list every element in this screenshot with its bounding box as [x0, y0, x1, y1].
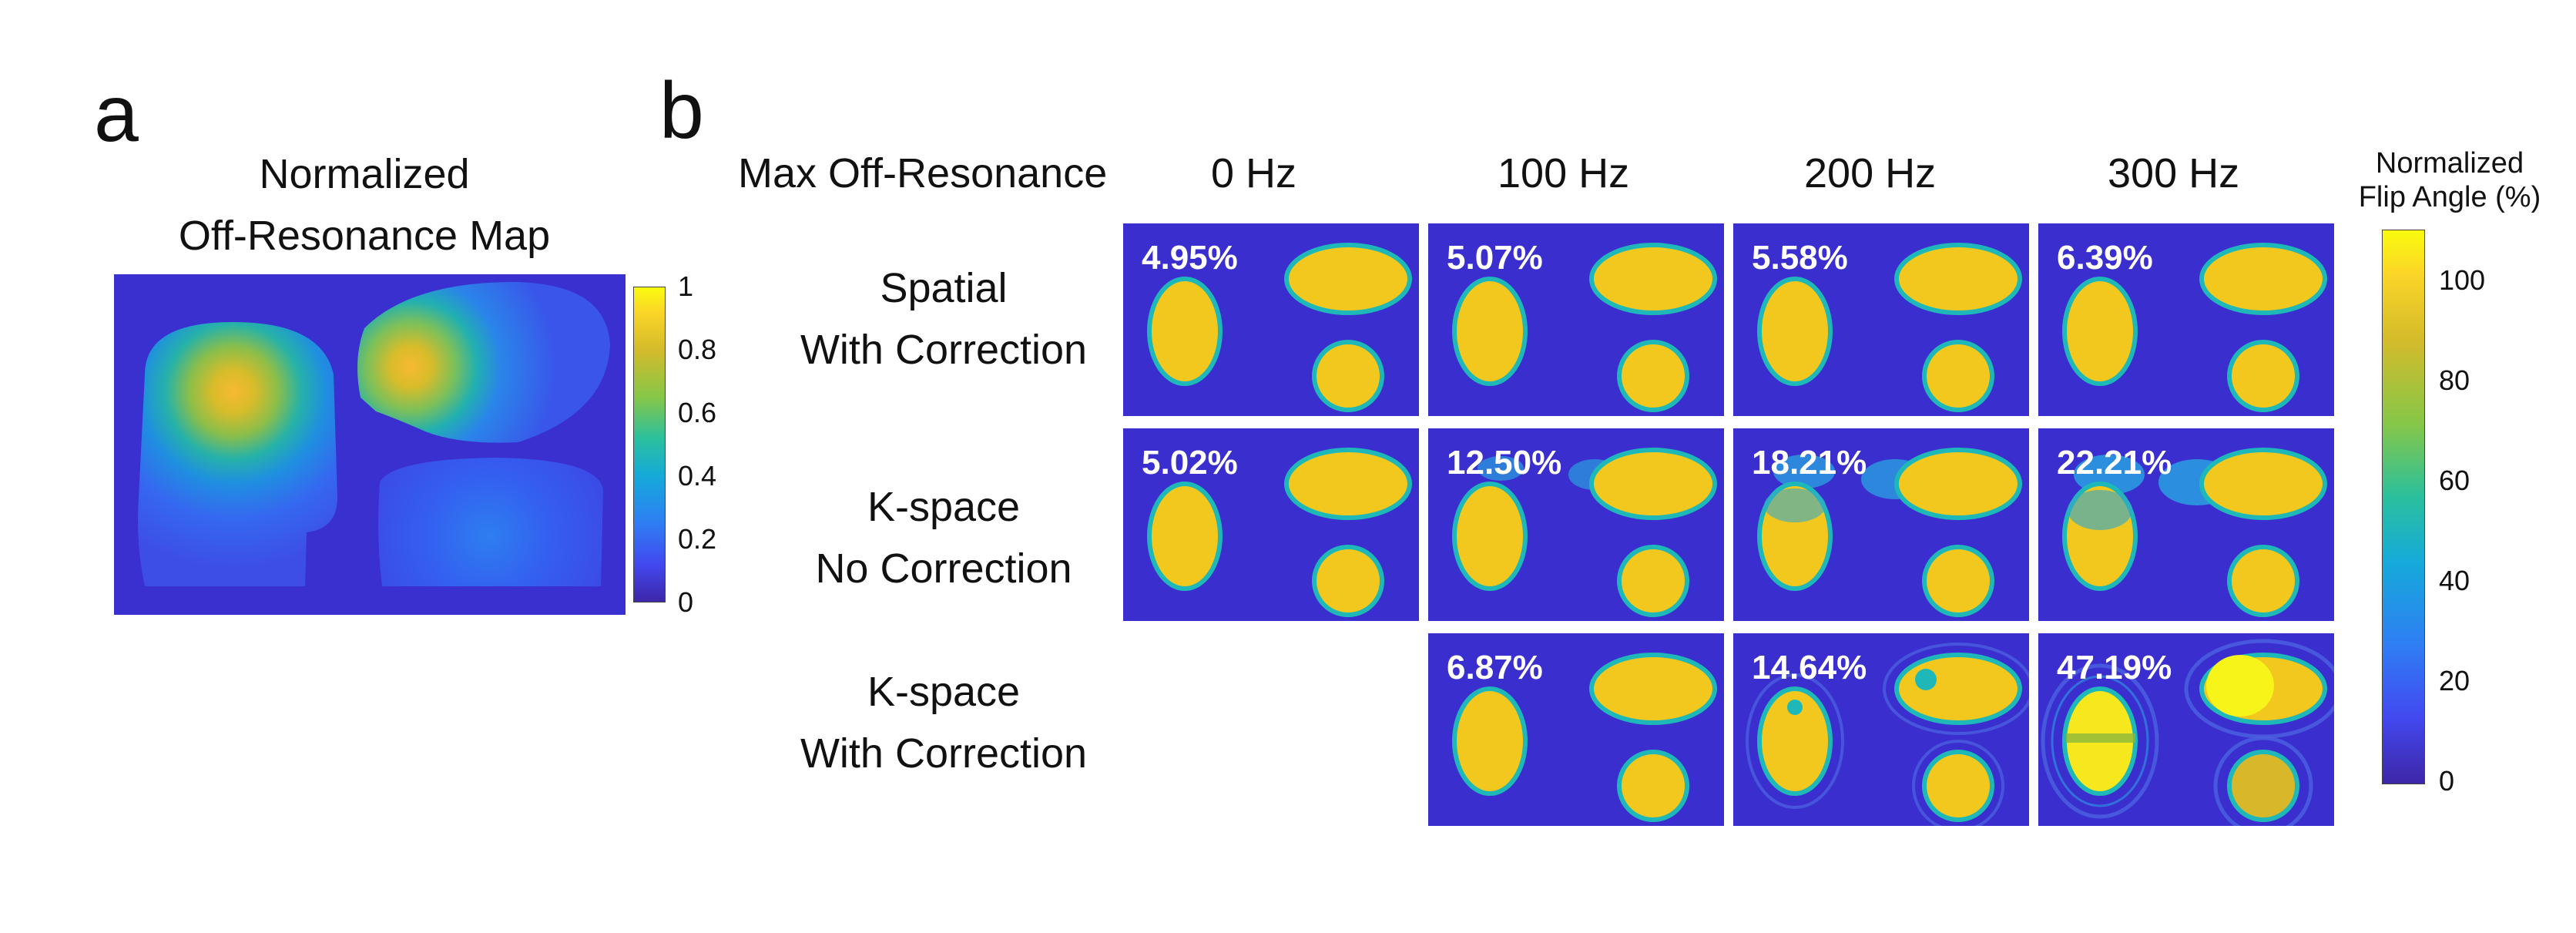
row-label-spatial-with-correction: Spatial With Correction	[763, 257, 1125, 381]
row-label-kspace-no-correction: K-space No Correction	[763, 476, 1125, 599]
colorbar-b-tick-80: 80	[2439, 364, 2470, 396]
tile-kspace-corr-100hz: 6.87%	[1428, 633, 1724, 826]
error-value: 14.64%	[1752, 649, 1867, 686]
tile-kspace-nocorr-300hz: 22.21%	[2038, 428, 2334, 621]
error-value: 5.07%	[1447, 239, 1543, 277]
row-label-line1: Spatial	[880, 265, 1008, 311]
colorbar-a-tick-1: 1	[678, 270, 694, 302]
colorbar-b-tick-60: 60	[2439, 465, 2470, 496]
tile-kspace-nocorr-0hz: 5.02%	[1123, 428, 1419, 621]
map-region-top-right	[357, 282, 610, 443]
tile-spatial-200hz: 5.58%	[1733, 223, 2029, 416]
colorbar-b-tick-40: 40	[2439, 565, 2470, 596]
colorbar-a	[633, 287, 666, 602]
column-header-300hz: 300 Hz	[2108, 150, 2240, 196]
colorbar-a-tick-0-6: 0.6	[678, 397, 717, 428]
tile-spatial-0hz: 4.95%	[1123, 223, 1419, 416]
tile-kspace-nocorr-200hz: 18.21%	[1733, 428, 2029, 621]
panel-b-letter: b	[659, 66, 704, 156]
panel-a-title: Normalized Off-Resonance Map	[114, 143, 615, 267]
colorbar-b-tick-20: 20	[2439, 665, 2470, 696]
row-label-kspace-with-correction: K-space With Correction	[763, 661, 1125, 784]
colorbar-a-tick-0-8: 0.8	[678, 334, 717, 365]
error-value: 18.21%	[1752, 444, 1867, 482]
tile-kspace-nocorr-100hz: 12.50%	[1428, 428, 1724, 621]
row-label-line2: With Correction	[800, 327, 1088, 373]
error-value: 4.95%	[1142, 239, 1238, 277]
colorbar-b	[2382, 230, 2425, 784]
row-label-line2: With Correction	[800, 730, 1088, 777]
off-resonance-map	[114, 274, 626, 615]
column-header-100hz: 100 Hz	[1498, 150, 1630, 196]
panel-a-letter: a	[94, 69, 139, 159]
map-region-left	[138, 322, 337, 586]
tile-spatial-100hz: 5.07%	[1428, 223, 1724, 416]
error-value: 5.02%	[1142, 444, 1238, 482]
map-region-bottom-right	[378, 458, 603, 586]
row-label-line1: K-space	[867, 484, 1021, 530]
colorbar-b-tick-0: 0	[2439, 765, 2455, 797]
colorbar-b-title: Normalized Flip Angle (%)	[2334, 146, 2565, 214]
colorbar-a-tick-0-2: 0.2	[678, 523, 717, 555]
colorbar-b-title-line2: Flip Angle (%)	[2358, 181, 2541, 213]
colorbar-b-tick-100: 100	[2439, 264, 2486, 296]
colorbar-a-tick-0: 0	[678, 586, 694, 618]
row-label-line1: K-space	[867, 669, 1021, 715]
error-value: 5.58%	[1752, 239, 1848, 277]
error-value: 6.39%	[2057, 239, 2153, 277]
error-value: 6.87%	[1447, 649, 1543, 686]
error-value: 12.50%	[1447, 444, 1562, 482]
error-value: 47.19%	[2057, 649, 2172, 686]
colorbar-a-tick-0-4: 0.4	[678, 460, 717, 492]
column-header-0hz: 0 Hz	[1211, 150, 1297, 196]
colorbar-b-title-line1: Normalized	[2375, 147, 2524, 180]
max-off-resonance-label: Max Off-Resonance	[738, 150, 1108, 196]
tile-kspace-corr-200hz: 14.64%	[1733, 633, 2029, 826]
row-label-line2: No Correction	[815, 545, 1072, 592]
column-header-200hz: 200 Hz	[1804, 150, 1937, 196]
panel-a-title-line1: Normalized	[259, 151, 470, 197]
panel-a-title-line2: Off-Resonance Map	[178, 213, 551, 259]
tile-kspace-corr-300hz: 47.19%	[2038, 633, 2334, 826]
tile-spatial-300hz: 6.39%	[2038, 223, 2334, 416]
error-value: 22.21%	[2057, 444, 2172, 482]
